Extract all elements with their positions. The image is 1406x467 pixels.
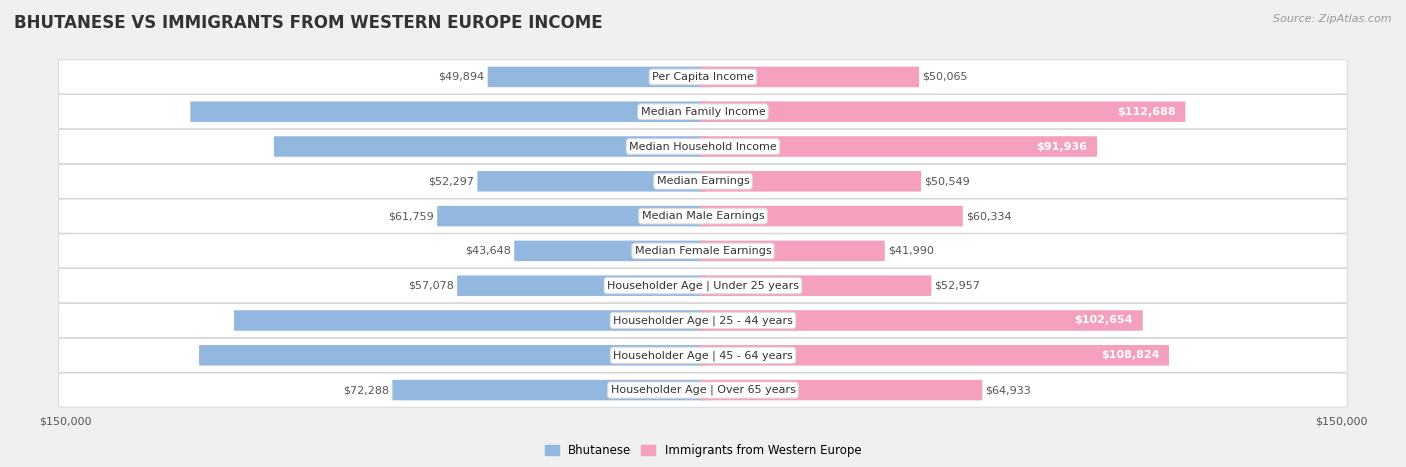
FancyBboxPatch shape [59,338,1347,372]
Text: $108,824: $108,824 [1101,350,1160,360]
FancyBboxPatch shape [59,234,1347,268]
Text: $109,520: $109,520 [665,316,724,325]
Text: $112,688: $112,688 [1118,107,1175,117]
FancyBboxPatch shape [700,276,931,296]
Text: $52,297: $52,297 [429,177,474,186]
FancyBboxPatch shape [700,241,884,261]
FancyBboxPatch shape [200,345,706,366]
FancyBboxPatch shape [457,276,706,296]
FancyBboxPatch shape [274,136,706,157]
Text: $100,151: $100,151 [669,142,727,151]
FancyBboxPatch shape [700,67,920,87]
Text: $60,334: $60,334 [966,211,1011,221]
FancyBboxPatch shape [392,380,706,400]
Text: $119,800: $119,800 [662,107,721,117]
Text: $64,933: $64,933 [986,385,1031,395]
FancyBboxPatch shape [515,241,706,261]
FancyBboxPatch shape [59,60,1347,94]
Text: Householder Age | Over 65 years: Householder Age | Over 65 years [610,385,796,396]
Text: Median Earnings: Median Earnings [657,177,749,186]
Text: $49,894: $49,894 [439,72,485,82]
Legend: Bhutanese, Immigrants from Western Europe: Bhutanese, Immigrants from Western Europ… [540,439,866,462]
FancyBboxPatch shape [59,164,1347,198]
Text: $50,065: $50,065 [922,72,967,82]
FancyBboxPatch shape [59,95,1347,129]
FancyBboxPatch shape [700,171,921,191]
FancyBboxPatch shape [478,171,706,191]
Text: $43,648: $43,648 [465,246,510,256]
Text: $50,549: $50,549 [924,177,970,186]
FancyBboxPatch shape [190,101,706,122]
FancyBboxPatch shape [59,199,1347,233]
Text: $102,654: $102,654 [1074,316,1133,325]
FancyBboxPatch shape [700,310,1143,331]
Text: Per Capita Income: Per Capita Income [652,72,754,82]
FancyBboxPatch shape [700,136,1097,157]
Text: Median Male Earnings: Median Male Earnings [641,211,765,221]
FancyBboxPatch shape [700,101,1185,122]
FancyBboxPatch shape [700,380,983,400]
FancyBboxPatch shape [59,373,1347,407]
Text: $91,936: $91,936 [1036,142,1088,151]
Text: Median Household Income: Median Household Income [628,142,778,151]
FancyBboxPatch shape [700,206,963,226]
Text: Median Family Income: Median Family Income [641,107,765,117]
Text: Median Female Earnings: Median Female Earnings [634,246,772,256]
Text: $41,990: $41,990 [889,246,934,256]
FancyBboxPatch shape [700,345,1168,366]
FancyBboxPatch shape [488,67,706,87]
FancyBboxPatch shape [59,129,1347,163]
FancyBboxPatch shape [437,206,706,226]
FancyBboxPatch shape [59,269,1347,303]
Text: Householder Age | 25 - 44 years: Householder Age | 25 - 44 years [613,315,793,326]
Text: $61,759: $61,759 [388,211,434,221]
FancyBboxPatch shape [233,310,706,331]
Text: $72,288: $72,288 [343,385,389,395]
Text: $57,078: $57,078 [408,281,454,290]
Text: Source: ZipAtlas.com: Source: ZipAtlas.com [1274,14,1392,24]
Text: $117,750: $117,750 [664,350,721,360]
Text: Householder Age | 45 - 64 years: Householder Age | 45 - 64 years [613,350,793,361]
Text: BHUTANESE VS IMMIGRANTS FROM WESTERN EUROPE INCOME: BHUTANESE VS IMMIGRANTS FROM WESTERN EUR… [14,14,603,32]
Text: $52,957: $52,957 [935,281,980,290]
FancyBboxPatch shape [59,304,1347,338]
Text: Householder Age | Under 25 years: Householder Age | Under 25 years [607,281,799,291]
